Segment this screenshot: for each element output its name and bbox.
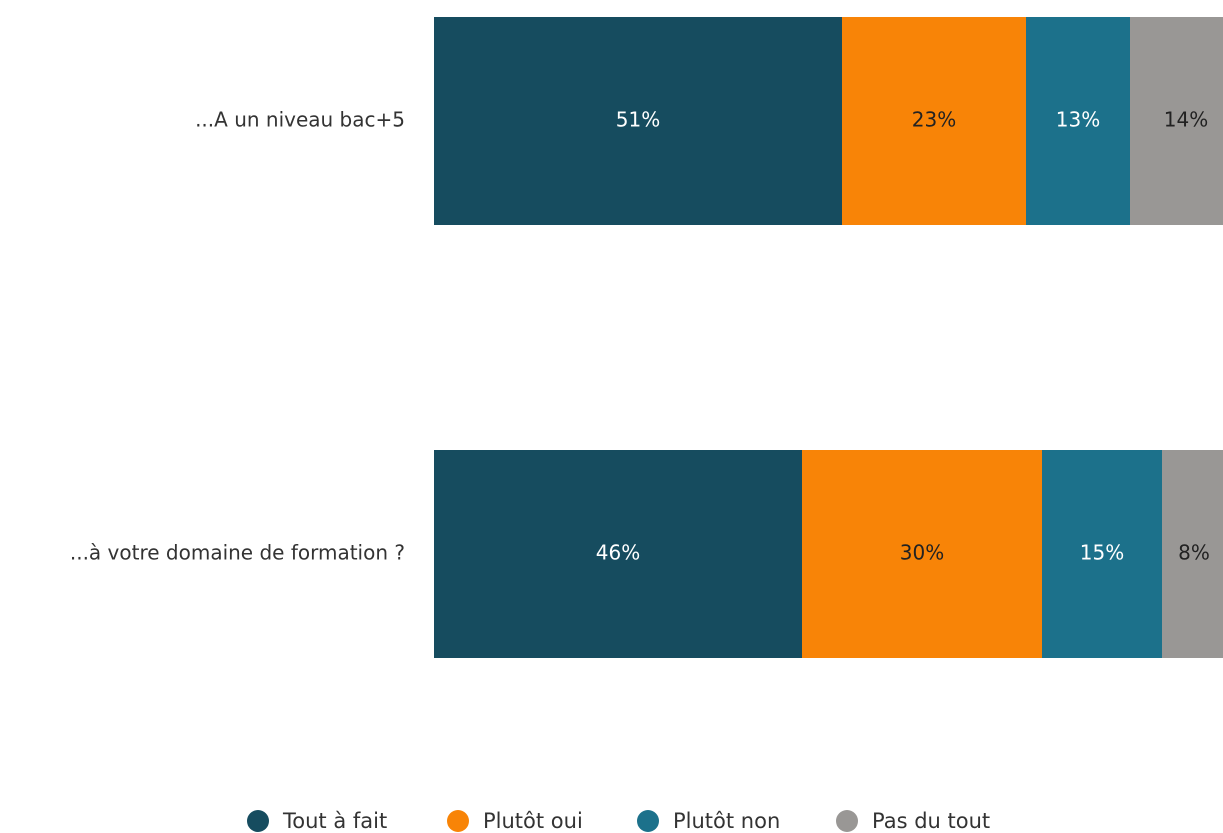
value-label: 46% [596,541,640,565]
value-label: 14% [1164,108,1208,132]
value-label: 51% [616,108,660,132]
value-label: 30% [900,541,944,565]
bar-segment [434,17,842,225]
category-label: ...A un niveau bac+5 [195,108,405,132]
bar-segment [1026,17,1130,225]
legend-swatch [637,810,659,832]
value-label: 8% [1178,541,1210,565]
legend-label: Plutôt non [673,809,780,833]
bar-segment [1162,450,1223,658]
value-label: 15% [1080,541,1124,565]
bar-segment [434,450,802,658]
legend-label: Tout à fait [282,809,387,833]
legend-swatch [836,810,858,832]
value-label: 13% [1056,108,1100,132]
legend-swatch [447,810,469,832]
bar-segment [1130,17,1223,225]
value-label: 23% [912,108,956,132]
category-label: ...à votre domaine de formation ? [70,541,405,565]
bar-segment [842,17,1026,225]
legend-swatch [247,810,269,832]
legend-label: Plutôt oui [483,809,583,833]
bar-segment [802,450,1042,658]
legend-label: Pas du tout [872,809,990,833]
bar-segment [1042,450,1162,658]
